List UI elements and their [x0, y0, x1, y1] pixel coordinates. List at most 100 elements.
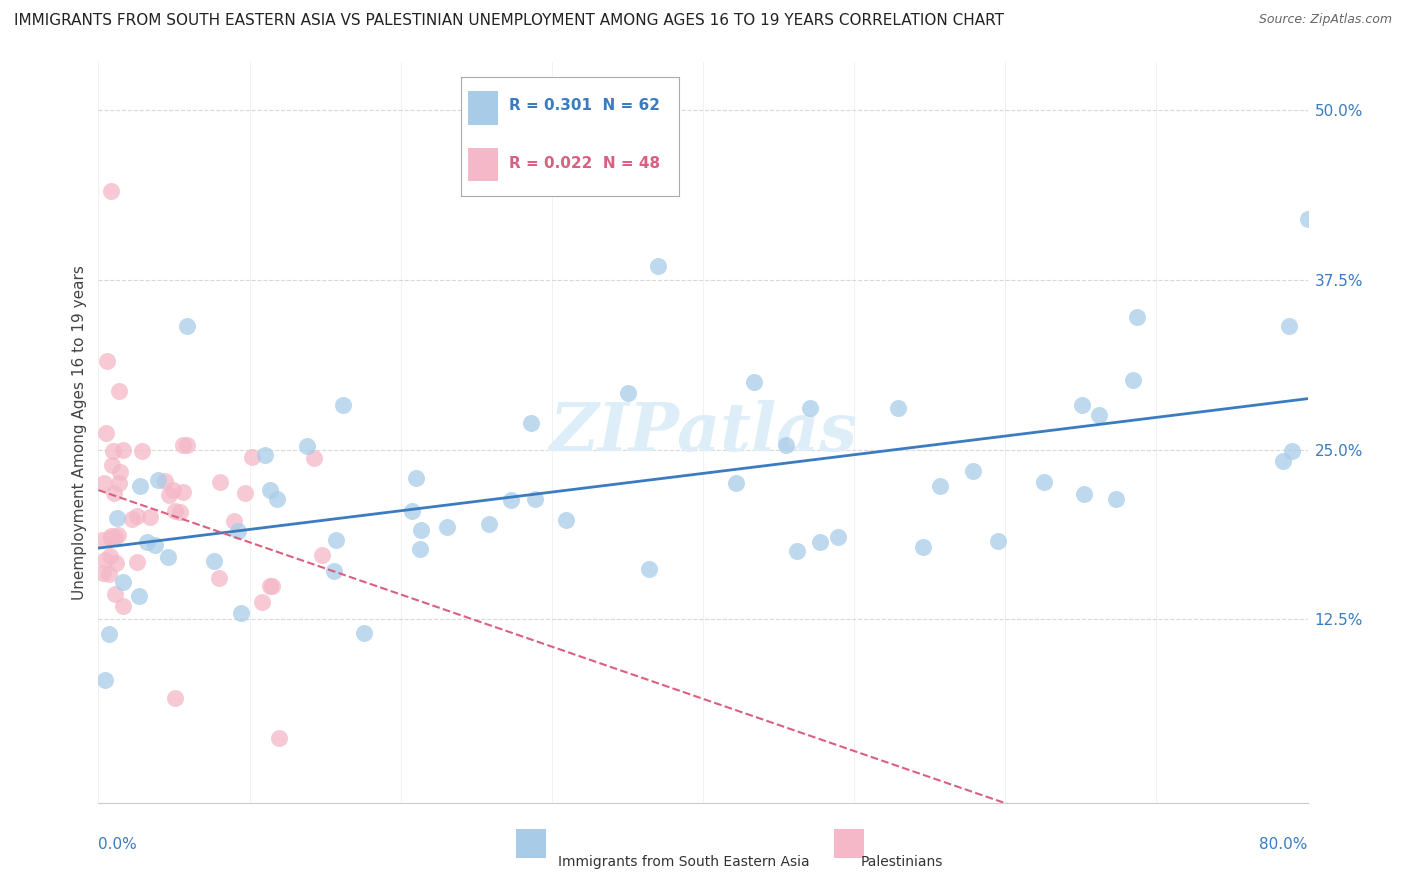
Point [987, 533, 1010, 548]
Point [775, 437, 797, 451]
Text: ZIPatlas: ZIPatlas [550, 401, 856, 465]
Point [101, 444, 124, 458]
Point [112, 442, 135, 457]
Point [103, 485, 125, 500]
Point [121, 511, 143, 525]
Point [156, 549, 179, 564]
Point [304, 450, 326, 465]
Point [202, 554, 225, 568]
Point [231, 606, 253, 620]
Point [1033, 475, 1056, 490]
Point [226, 524, 249, 538]
Point [928, 479, 950, 493]
Point [94, 673, 117, 687]
Point [96, 353, 118, 368]
Point [323, 564, 346, 578]
Point [108, 476, 131, 491]
Point [1296, 211, 1319, 226]
Point [91, 566, 114, 580]
Point [240, 450, 263, 464]
Point [555, 513, 578, 527]
Point [523, 491, 546, 506]
Text: 80.0%: 80.0% [1260, 837, 1308, 852]
Point [146, 473, 169, 487]
Point [105, 511, 128, 525]
Point [104, 557, 127, 571]
Point [1105, 491, 1128, 506]
Text: Source: ZipAtlas.com: Source: ZipAtlas.com [1258, 13, 1392, 27]
Point [101, 458, 124, 472]
Point [172, 485, 194, 500]
Point [100, 529, 122, 543]
Point [1125, 310, 1147, 324]
Point [1281, 443, 1303, 458]
Text: IMMIGRANTS FROM SOUTH EASTERN ASIA VS PALESTINIAN UNEMPLOYMENT AMONG AGES 16 TO : IMMIGRANTS FROM SOUTH EASTERN ASIA VS PA… [14, 13, 1004, 29]
Point [222, 514, 245, 528]
Point [912, 540, 935, 554]
Point [1271, 454, 1294, 468]
Point [887, 401, 910, 416]
Point [799, 401, 821, 416]
Point [162, 483, 184, 497]
Point [93, 475, 115, 490]
Point [1071, 398, 1094, 412]
Point [94, 553, 117, 567]
Point [742, 376, 765, 390]
Point [786, 544, 808, 558]
Point [108, 466, 131, 480]
Point [962, 464, 984, 478]
Point [169, 505, 191, 519]
Point [104, 530, 127, 544]
Point [125, 555, 148, 569]
Point [353, 625, 375, 640]
Text: Immigrants from South Eastern Asia: Immigrants from South Eastern Asia [558, 855, 810, 869]
Point [100, 531, 122, 545]
Point [139, 509, 162, 524]
Point [90, 533, 112, 547]
Point [253, 449, 276, 463]
Point [1278, 318, 1301, 333]
Point [136, 534, 159, 549]
Point [157, 488, 180, 502]
Point [266, 491, 288, 506]
Point [176, 438, 198, 452]
Point [297, 439, 319, 453]
Point [98, 567, 121, 582]
Point [1073, 487, 1095, 501]
Point [259, 483, 281, 497]
Point [405, 471, 427, 485]
Point [104, 587, 127, 601]
FancyBboxPatch shape [834, 829, 863, 858]
Point [131, 444, 153, 458]
Point [259, 579, 281, 593]
Point [436, 520, 458, 534]
Point [233, 486, 256, 500]
Point [647, 259, 669, 273]
FancyBboxPatch shape [516, 829, 546, 858]
Point [616, 385, 638, 400]
Point [100, 549, 122, 563]
Point [724, 475, 747, 490]
Point [499, 493, 522, 508]
Point [269, 731, 291, 745]
Text: 0.0%: 0.0% [98, 837, 138, 852]
Point [520, 417, 543, 431]
Point [332, 398, 354, 412]
Point [112, 574, 135, 589]
Point [638, 562, 661, 576]
Point [311, 548, 333, 562]
Point [250, 595, 273, 609]
Point [208, 571, 231, 585]
Point [112, 599, 135, 613]
Point [409, 541, 432, 556]
Point [262, 579, 284, 593]
Point [163, 691, 186, 706]
Point [145, 538, 167, 552]
Point [208, 475, 231, 490]
Y-axis label: Unemployment Among Ages 16 to 19 years: Unemployment Among Ages 16 to 19 years [72, 265, 87, 600]
Point [1088, 408, 1111, 422]
Point [478, 517, 501, 532]
Point [827, 530, 849, 544]
Point [409, 523, 432, 537]
Point [325, 533, 347, 548]
